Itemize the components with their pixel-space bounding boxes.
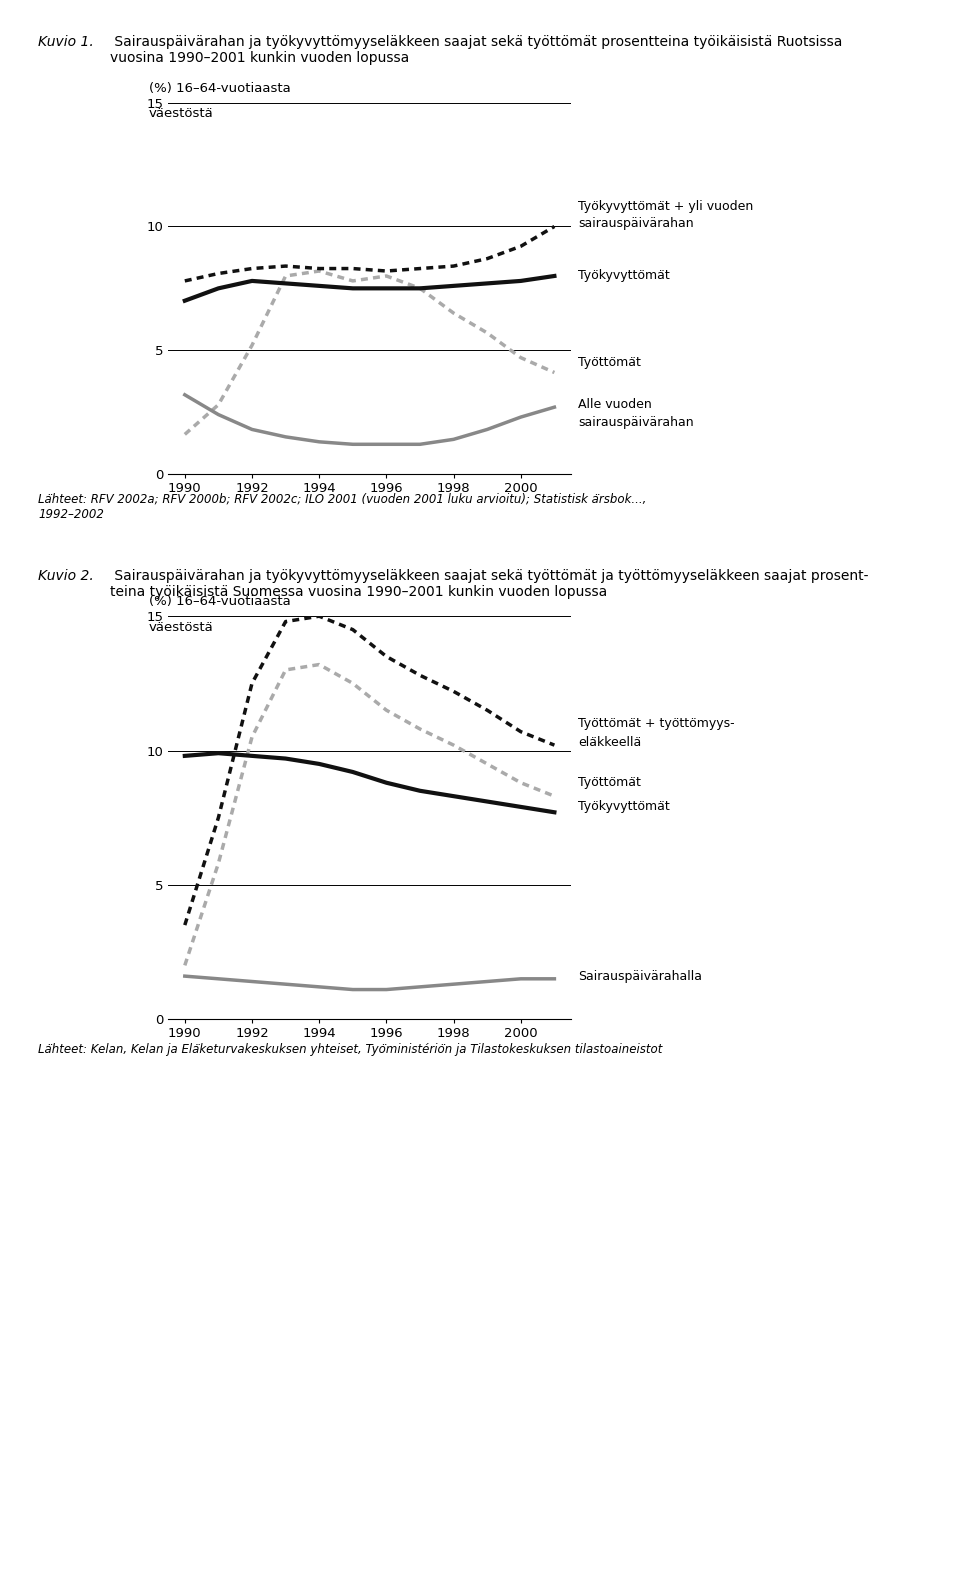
Text: sairauspäivärahan: sairauspäivärahan (578, 218, 693, 231)
Text: Lähteet: Kelan, Kelan ja Eläketurvakeskuksen yhteiset, Työministériön ja Til: Lähteet: Kelan, Kelan ja Eläketurvakes… (38, 1043, 662, 1055)
Text: Sairauspäivärahalla: Sairauspäivärahalla (578, 970, 702, 983)
Text: Työkyvyttömät: Työkyvyttömät (578, 801, 670, 814)
Text: Työttömät: Työttömät (578, 776, 640, 790)
Text: Kuvio 1.: Kuvio 1. (38, 35, 94, 49)
Text: väestöstä: väestöstä (149, 107, 213, 120)
Text: väestöstä: väestöstä (149, 621, 213, 634)
Text: sairauspäivärahan: sairauspäivärahan (578, 416, 693, 428)
Text: Työttömät: Työttömät (578, 356, 640, 370)
Text: Lähteet: RFV 2002a; RFV 2000b; RFV 2002c; ILO 2001 (vuoden 2001 luku arvioitu);: Lähteet: RFV 2002a; RFV 2000b; RFV 2002… (38, 493, 647, 521)
Text: Työttömät + työttömyys-: Työttömät + työttömyys- (578, 717, 734, 730)
Text: Työkyvyttömät + yli vuoden: Työkyvyttömät + yli vuoden (578, 201, 754, 213)
Text: Työkyvyttömät: Työkyvyttömät (578, 270, 670, 283)
Text: Sairauspäivärahan ja työkyvyttömyyseläkkeen saajat sekä työttömät prosentt: Sairauspäivärahan ja työkyvyttömyyselä… (110, 35, 843, 65)
Text: (%) 16–64-vuotiaasta: (%) 16–64-vuotiaasta (149, 82, 291, 95)
Text: Alle vuoden: Alle vuoden (578, 398, 652, 411)
Text: Sairauspäivärahan ja työkyvyttömyyseläkkeen saajat sekä työttömät ja työt: Sairauspäivärahan ja työkyvyttömyyselä… (110, 569, 869, 599)
Text: Kuvio 2.: Kuvio 2. (38, 569, 94, 583)
Text: (%) 16–64-vuotiaasta: (%) 16–64-vuotiaasta (149, 596, 291, 608)
Text: eläkkeellä: eläkkeellä (578, 736, 641, 749)
